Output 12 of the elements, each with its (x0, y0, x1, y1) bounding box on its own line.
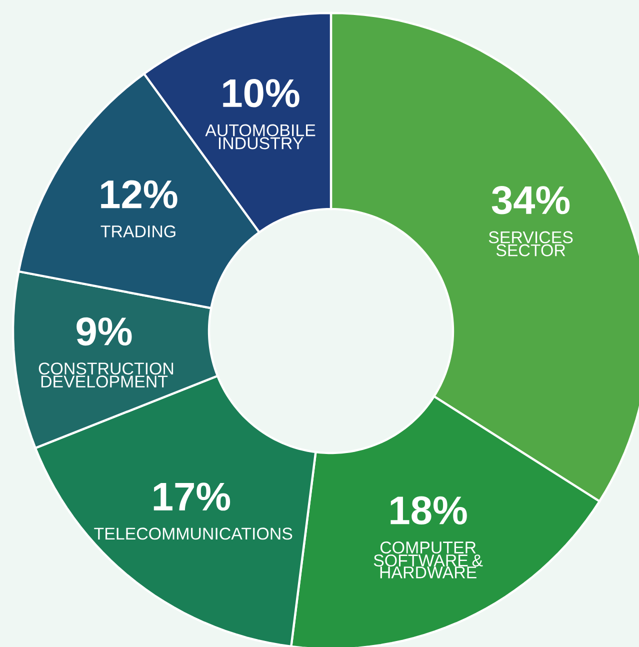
slice-label: COMPUTER SOFTWARE & HARDWARE (374, 542, 483, 578)
slice-label: AUTOMOBILE INDUSTRY (205, 124, 316, 150)
data-label: 9% (76, 317, 132, 346)
slice-label: TRADING (100, 225, 176, 238)
data-label: 34% (492, 186, 570, 214)
data-label: 18% (390, 496, 467, 525)
slice-label: CONSTRUCTION DEVELOPMENT (38, 362, 174, 388)
slice-label: SERVICES SECTOR (488, 231, 573, 256)
slice-label: TELECOMMUNICATIONS (94, 528, 292, 540)
data-label: 10% (223, 79, 300, 108)
data-label: 17% (154, 482, 230, 511)
data-label: 12% (101, 180, 178, 208)
